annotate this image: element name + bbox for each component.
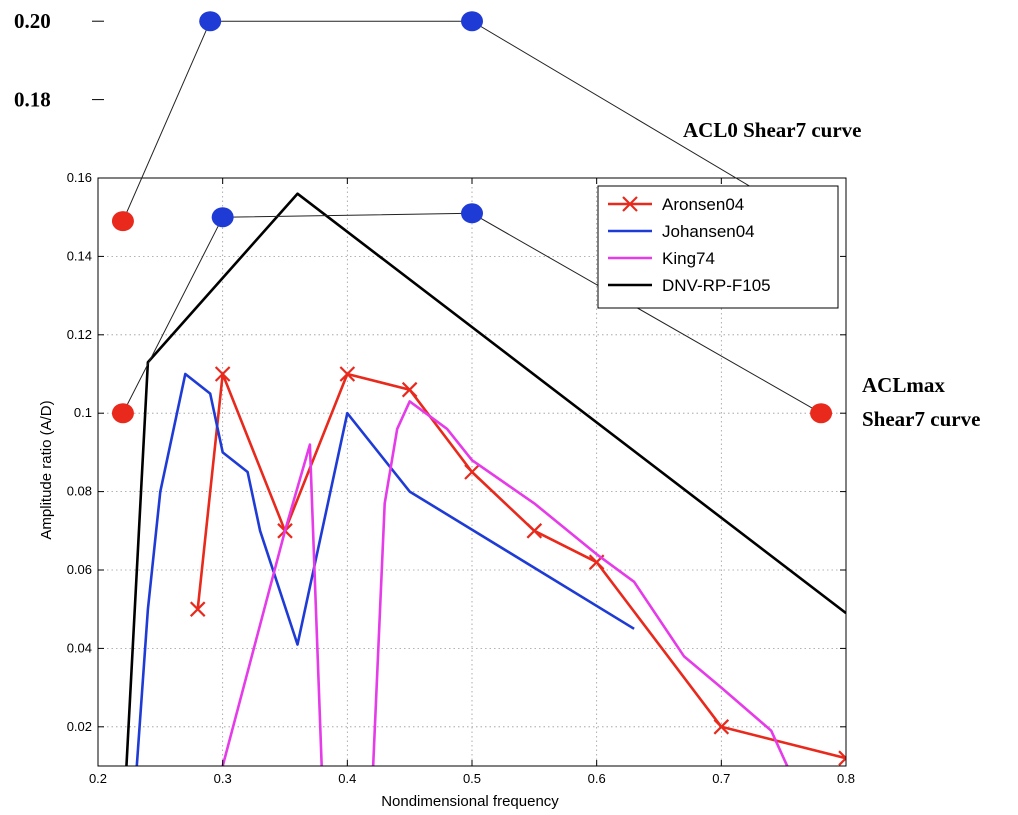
x-tick-label: 0.8 <box>837 771 855 786</box>
legend-item-aronsen04: Aronsen04 <box>608 195 744 214</box>
legend-label: Aronsen04 <box>662 195 744 214</box>
data-point-aronsen04 <box>838 750 846 766</box>
shear7-curve-line-0 <box>122 20 809 222</box>
acl0-label: ACL0 Shear7 curve <box>683 118 861 142</box>
legend-label: King74 <box>662 249 715 268</box>
y-tick-label: 0.06 <box>67 562 92 577</box>
y-tick-label: 0.16 <box>67 170 92 185</box>
y-axis-label: Amplitude ratio (A/D) <box>38 400 55 539</box>
legend-box <box>597 185 839 309</box>
y-tick-label: 0.02 <box>67 719 92 734</box>
legend: Aronsen04 Johansen04 King74 DNV-RP-F105 <box>597 185 839 309</box>
y-tick-label: 0.12 <box>67 327 92 342</box>
y-tick-label: 0.04 <box>67 640 92 655</box>
x-tick-label: 0.6 <box>588 771 606 786</box>
x-tick-label: 0.2 <box>89 771 107 786</box>
y-tick-label: 0.08 <box>67 484 92 499</box>
data-point-aronsen04 <box>339 366 356 382</box>
x-tick-label: 0.5 <box>463 771 481 786</box>
outer-axis: 0.20 0.18 <box>14 9 104 112</box>
tick-layer: 0.2 0.3 0.4 0.5 0.6 0.7 0.8 0.02 0.04 0.06 0.08 0.1… <box>67 170 855 786</box>
legend-item-dnv-rp-f105: DNV-RP-F105 <box>608 276 771 295</box>
aclmax-label-line-2: Shear7 curve <box>862 407 980 431</box>
outer-tick-label: 0.20 <box>14 9 51 33</box>
x-axis-label: Nondimensional frequency <box>381 793 559 810</box>
data-point-aronsen04 <box>713 719 730 735</box>
legend-label: DNV-RP-F105 <box>662 276 771 295</box>
y-tick-label: 0.14 <box>67 248 92 263</box>
outer-tick-label: 0.18 <box>14 88 51 112</box>
y-tick-label: 0.1 <box>74 405 92 420</box>
shear7-point <box>211 207 234 228</box>
shear7-point <box>461 11 483 32</box>
series-layer <box>125 192 846 766</box>
shear7-point <box>111 403 134 424</box>
aclmax-label-line-1: ACLmax <box>862 373 945 397</box>
shear7-point <box>810 403 833 424</box>
shear7-curve-line-1 <box>122 212 822 414</box>
legend-item-johansen04: Johansen04 <box>608 222 755 241</box>
series-line-dnv-rp-f105 <box>125 192 846 766</box>
shear7-point <box>111 211 134 232</box>
data-point-aronsen04 <box>189 601 206 617</box>
data-point-aronsen04 <box>401 381 418 398</box>
series-line-johansen04 <box>135 372 635 766</box>
data-point-aronsen04 <box>464 464 480 480</box>
series-line-king74 <box>221 400 789 766</box>
data-point-aronsen04 <box>526 523 543 539</box>
legend-label: Johansen04 <box>662 222 755 241</box>
x-tick-label: 0.7 <box>712 771 730 786</box>
shear7-point <box>199 11 222 32</box>
x-tick-label: 0.3 <box>214 771 232 786</box>
legend-item-king74: King74 <box>608 249 715 268</box>
x-tick-label: 0.4 <box>338 771 356 786</box>
shear7-point <box>461 203 483 224</box>
data-point-aronsen04 <box>214 366 231 382</box>
series-line-aronsen04 <box>196 372 846 760</box>
